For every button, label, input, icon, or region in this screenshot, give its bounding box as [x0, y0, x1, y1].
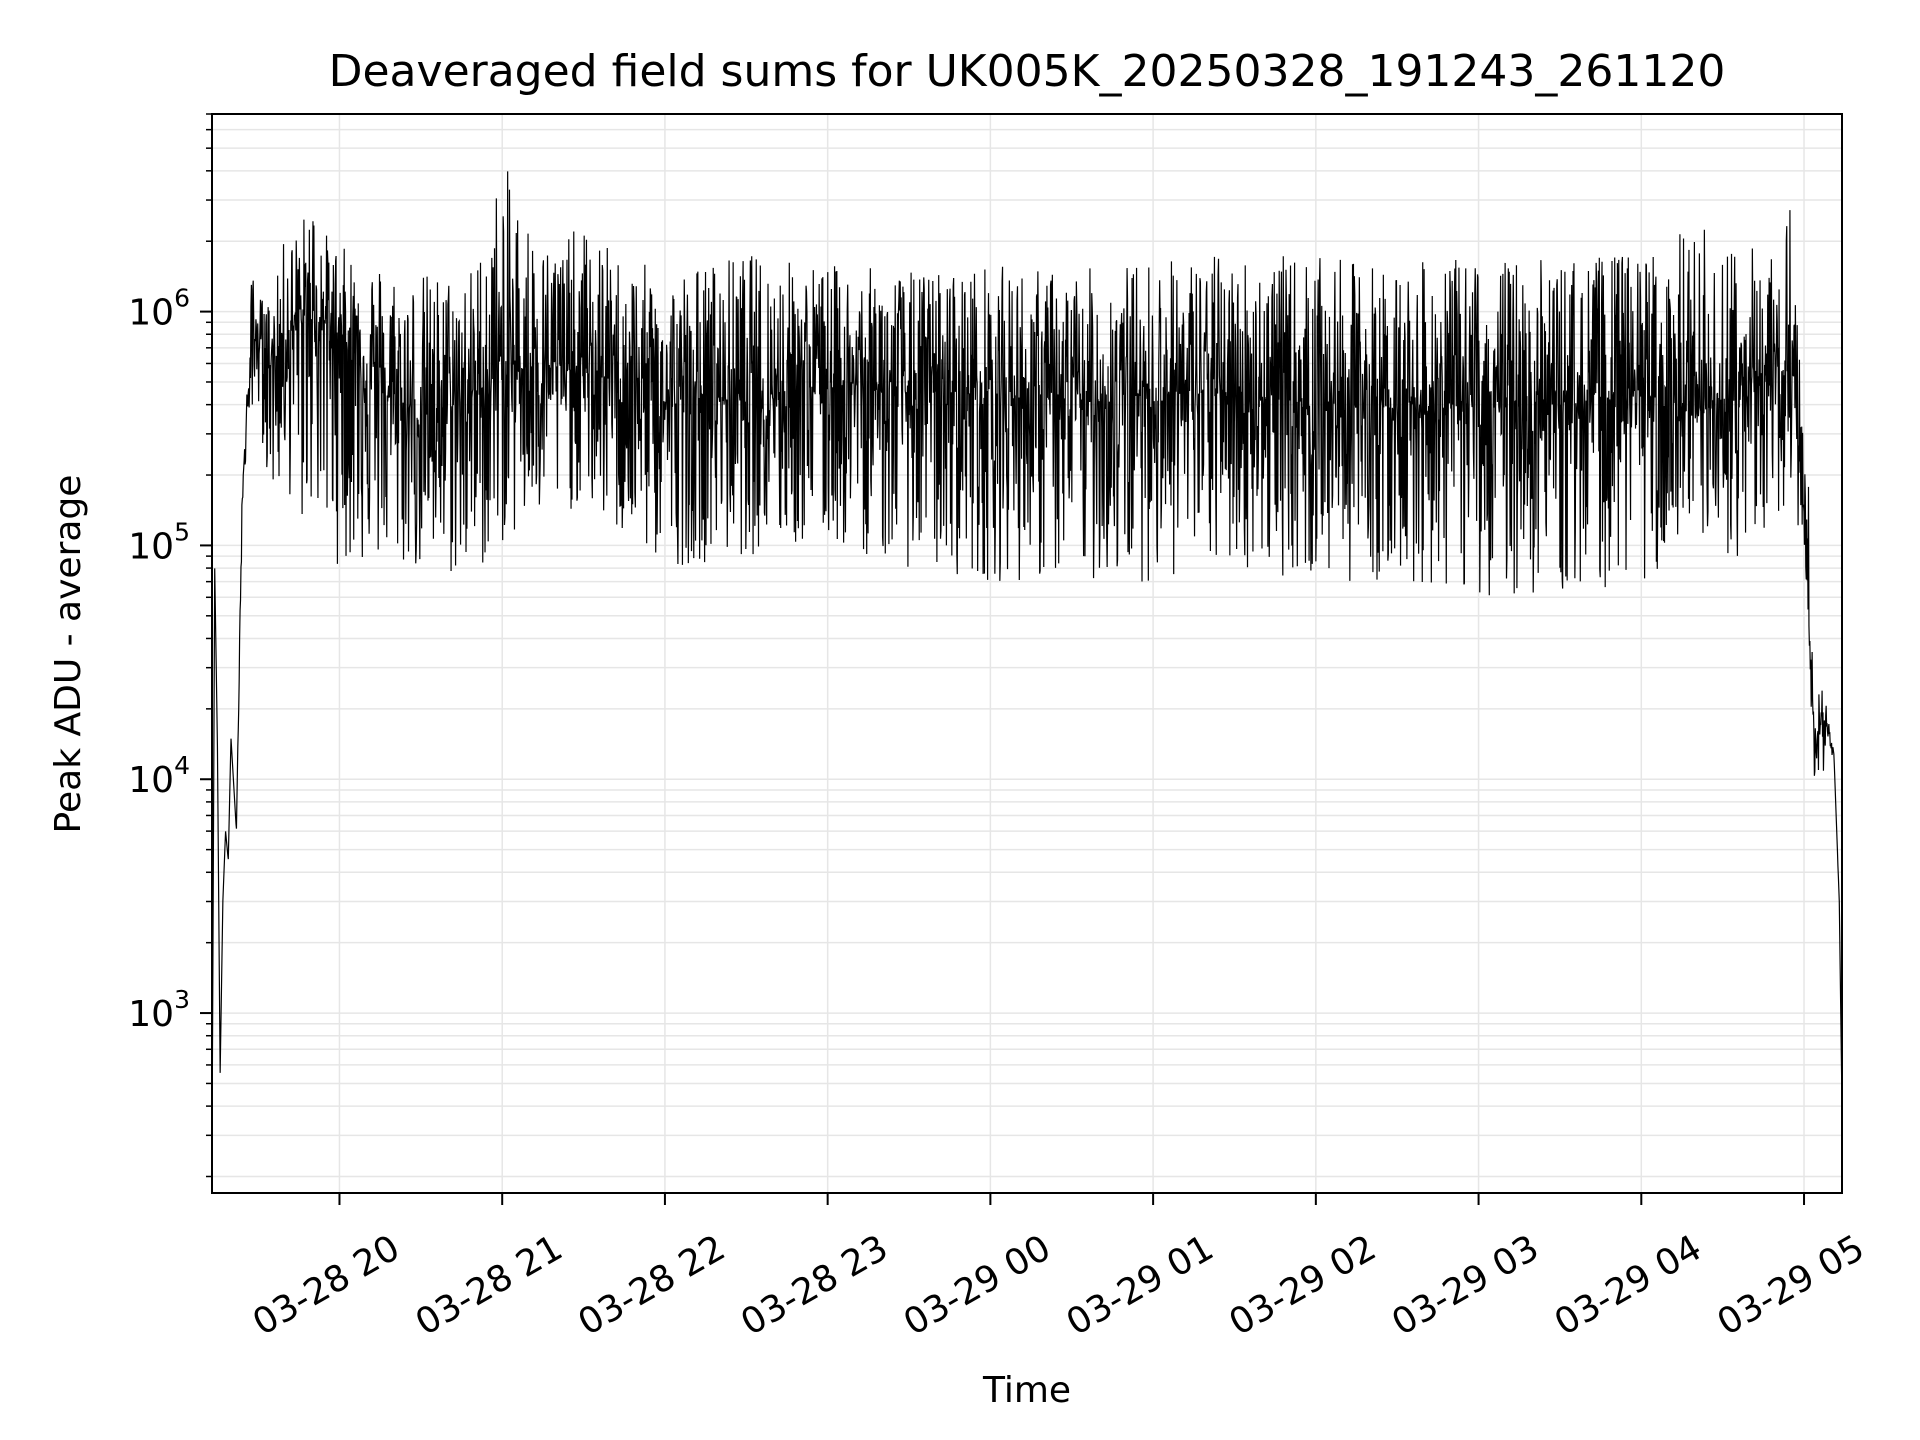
x-axis-label: Time: [982, 1370, 1071, 1411]
y-axis-ticks: 103 104 105 106: [128, 113, 212, 1178]
series-line: [212, 171, 1842, 1154]
y-tick-label: 103: [128, 985, 190, 1035]
series-lines: [212, 171, 1842, 1154]
plot-frame: [211, 113, 1843, 1194]
chart-title: Deaveraged field sums for UK005K_2025032…: [329, 46, 1726, 97]
y-axis-label: Peak ADU - average: [48, 475, 89, 834]
grid-lines: [212, 113, 1842, 1193]
y-tick-label: 104: [128, 751, 190, 801]
y-tick-label: 106: [128, 284, 190, 334]
y-tick-label: 105: [128, 517, 190, 567]
